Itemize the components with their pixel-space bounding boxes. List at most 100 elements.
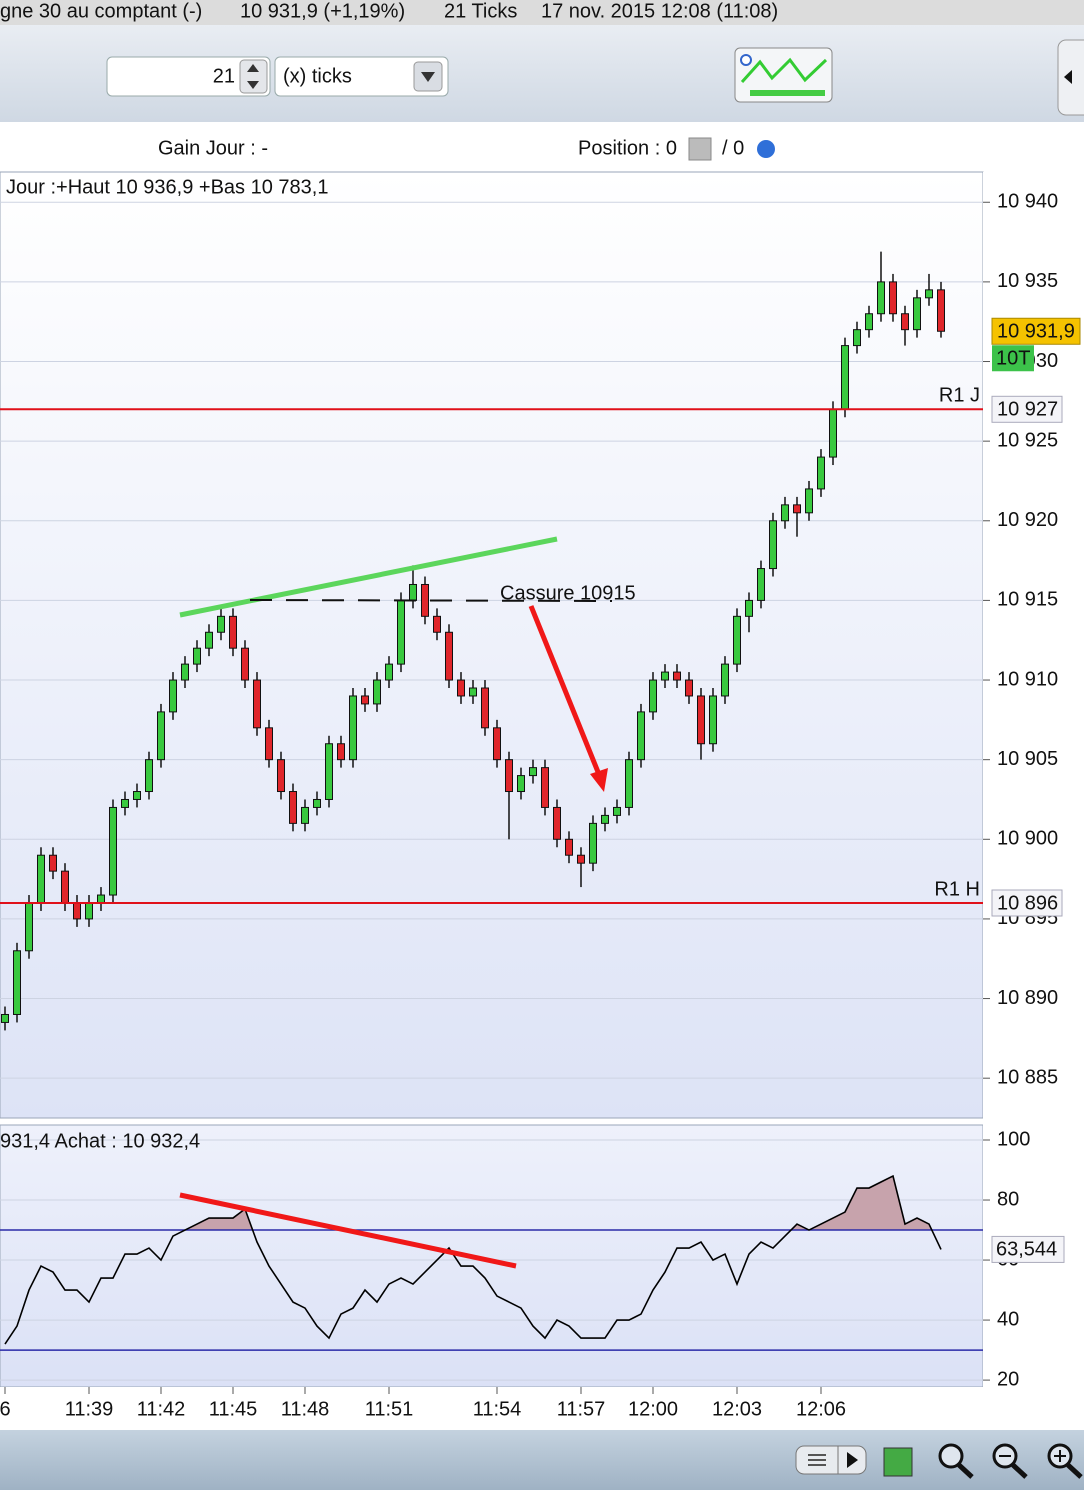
candle-body xyxy=(445,631,453,681)
scroll-buttons[interactable] xyxy=(795,1445,867,1475)
x-tick-label: 11:45 xyxy=(209,1398,258,1420)
candle-body xyxy=(433,615,441,633)
x-tick-label: 11:42 xyxy=(137,1398,186,1420)
candle-body xyxy=(253,679,261,729)
oscillator-panel xyxy=(0,1124,984,1388)
candle-body xyxy=(457,679,465,697)
level-label: 10 927 xyxy=(997,399,1058,421)
last-value-label: 63,544 xyxy=(996,1239,1057,1261)
side-tab-arrow xyxy=(1064,70,1072,84)
candle-body xyxy=(781,504,789,522)
y-tick-label: 20 xyxy=(997,1368,1019,1390)
last-value-box xyxy=(991,1235,1065,1263)
candle-body xyxy=(913,297,921,331)
candle-body xyxy=(793,504,801,514)
spinner[interactable] xyxy=(239,59,268,94)
candle-body xyxy=(481,687,489,729)
candle-body xyxy=(673,671,681,681)
candle-body xyxy=(1,1013,9,1023)
candle-body xyxy=(37,854,45,904)
position: Position : 0 xyxy=(578,137,677,159)
candle-body xyxy=(565,838,573,856)
arrow-head xyxy=(590,768,608,792)
y-tick-label: 100 xyxy=(997,1128,1030,1150)
candle-body xyxy=(745,599,753,617)
candle-body xyxy=(733,615,741,665)
candle-body xyxy=(301,806,309,824)
candle-body xyxy=(829,408,837,458)
candle-body xyxy=(277,759,285,793)
oscillator-line xyxy=(4,1174,942,1345)
neckline xyxy=(249,599,613,602)
datetime: 17 nov. 2015 12:08 (11:08) xyxy=(541,0,778,22)
candle-body xyxy=(145,759,153,793)
candle-body xyxy=(877,281,885,315)
candle-body xyxy=(109,806,117,896)
candle-body xyxy=(469,687,477,697)
annotation: Cassure 10915 xyxy=(500,582,636,604)
candle-body xyxy=(505,759,513,793)
instrument: gne 30 au comptant (-) xyxy=(0,0,202,22)
price-subtitle: Jour :+Haut 10 936,9 +Bas 10 783,1 xyxy=(6,176,328,198)
export-button[interactable] xyxy=(883,1447,913,1477)
candle-body xyxy=(613,806,621,816)
y-tick-label: 10 905 xyxy=(997,748,1058,770)
y-tick-label: 10 915 xyxy=(997,589,1058,611)
candle-body xyxy=(541,767,549,808)
candle-body xyxy=(49,854,57,872)
candle-body xyxy=(349,695,357,761)
dropdown-arrow xyxy=(421,72,435,82)
settings-icon[interactable] xyxy=(757,140,775,158)
level-label: 10 896 xyxy=(997,892,1058,914)
orders: / 0 xyxy=(722,137,744,159)
candle-body xyxy=(361,695,369,705)
level-name: R1 H xyxy=(934,878,980,900)
candle-body xyxy=(517,775,525,793)
candle-body xyxy=(121,798,129,808)
candle-body xyxy=(193,647,201,665)
candle-body xyxy=(841,345,849,410)
y-tick-label: 10 900 xyxy=(997,828,1058,850)
candle-body xyxy=(169,679,177,713)
price-panel xyxy=(0,171,984,1119)
candle-body xyxy=(373,679,381,705)
candle-body xyxy=(685,679,693,697)
candle-body xyxy=(313,798,321,808)
status-row xyxy=(0,122,1084,172)
x-tick-label: 12:03 xyxy=(712,1398,762,1420)
candle-body xyxy=(865,313,873,331)
candle-body xyxy=(397,599,405,665)
candle-body xyxy=(889,281,897,315)
zoom-out-button[interactable] xyxy=(992,1443,1028,1479)
x-tick-label: 12:00 xyxy=(628,1398,678,1420)
zoom-in-button[interactable] xyxy=(1047,1443,1083,1479)
y-tick-label: 10 920 xyxy=(997,509,1058,531)
candle-body xyxy=(13,950,21,1015)
candle-body xyxy=(385,663,393,681)
candle-body xyxy=(205,631,213,649)
candles xyxy=(1,251,945,1031)
candle-body xyxy=(325,743,333,800)
candle-body xyxy=(529,767,537,777)
candle-body xyxy=(901,313,909,331)
candle-body xyxy=(709,695,717,745)
y-tick-label: 10 925 xyxy=(997,429,1058,451)
tick-count-input[interactable] xyxy=(106,56,271,97)
divergence-line xyxy=(179,1192,517,1269)
strategy-icon-bars xyxy=(750,90,825,96)
x-tick-label: 12:06 xyxy=(796,1398,846,1420)
y-tick-label: 10 910 xyxy=(997,668,1058,690)
x-tick-label: 6 xyxy=(0,1398,11,1420)
zoom-fit-button[interactable] xyxy=(938,1443,974,1479)
candle-body xyxy=(661,671,669,681)
candle-body xyxy=(853,329,861,347)
oscillator-subtitle: 931,4 Achat : 10 932,4 xyxy=(0,1130,200,1152)
close-position-icon[interactable] xyxy=(688,137,712,161)
x-tick-label: 11:39 xyxy=(65,1398,114,1420)
candle-body xyxy=(649,679,657,713)
unit-select[interactable] xyxy=(274,56,449,97)
candle-body xyxy=(937,289,945,332)
candle-body xyxy=(241,647,249,681)
